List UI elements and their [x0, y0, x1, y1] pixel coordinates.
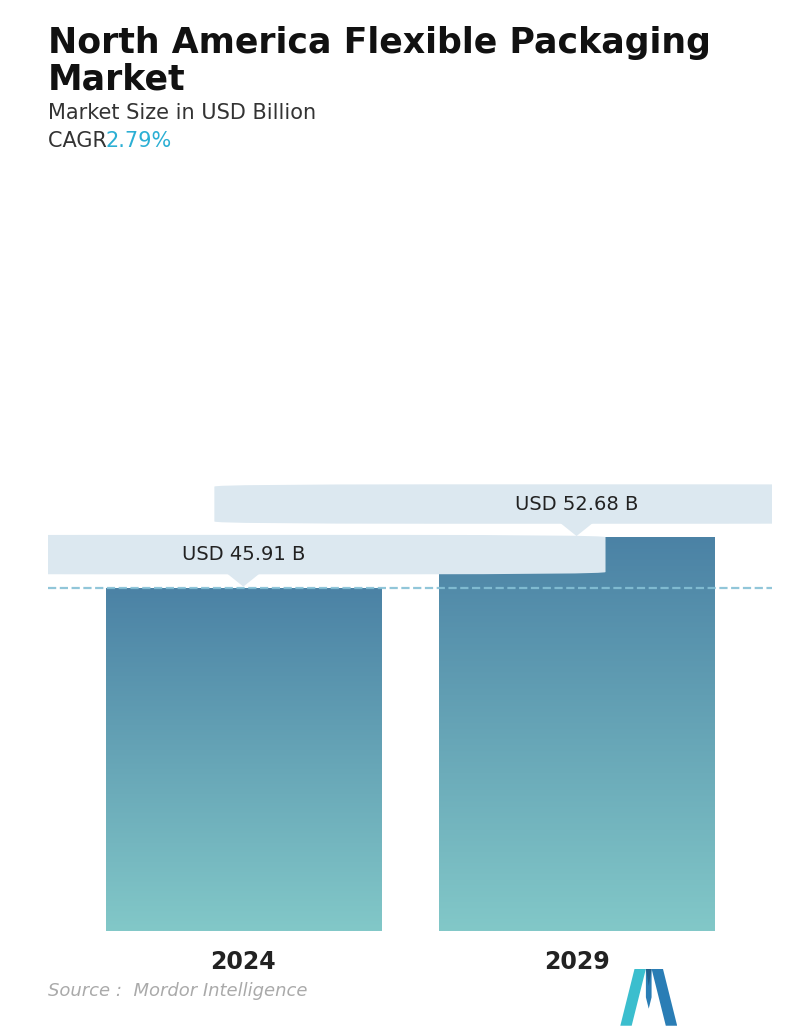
- Polygon shape: [225, 572, 261, 586]
- Text: Market Size in USD Billion: Market Size in USD Billion: [48, 103, 316, 123]
- Text: CAGR: CAGR: [48, 131, 113, 151]
- FancyBboxPatch shape: [214, 484, 796, 524]
- Text: 2.79%: 2.79%: [105, 131, 171, 151]
- Text: USD 52.68 B: USD 52.68 B: [515, 494, 638, 514]
- Polygon shape: [652, 969, 677, 1026]
- Text: North America Flexible Packaging: North America Flexible Packaging: [48, 26, 711, 60]
- Polygon shape: [559, 521, 595, 536]
- Text: Source :  Mordor Intelligence: Source : Mordor Intelligence: [48, 982, 307, 1000]
- Polygon shape: [620, 969, 646, 1026]
- Text: USD 45.91 B: USD 45.91 B: [181, 545, 305, 565]
- Text: Market: Market: [48, 62, 185, 96]
- Polygon shape: [646, 969, 652, 1009]
- Polygon shape: [646, 969, 652, 986]
- FancyBboxPatch shape: [0, 535, 606, 574]
